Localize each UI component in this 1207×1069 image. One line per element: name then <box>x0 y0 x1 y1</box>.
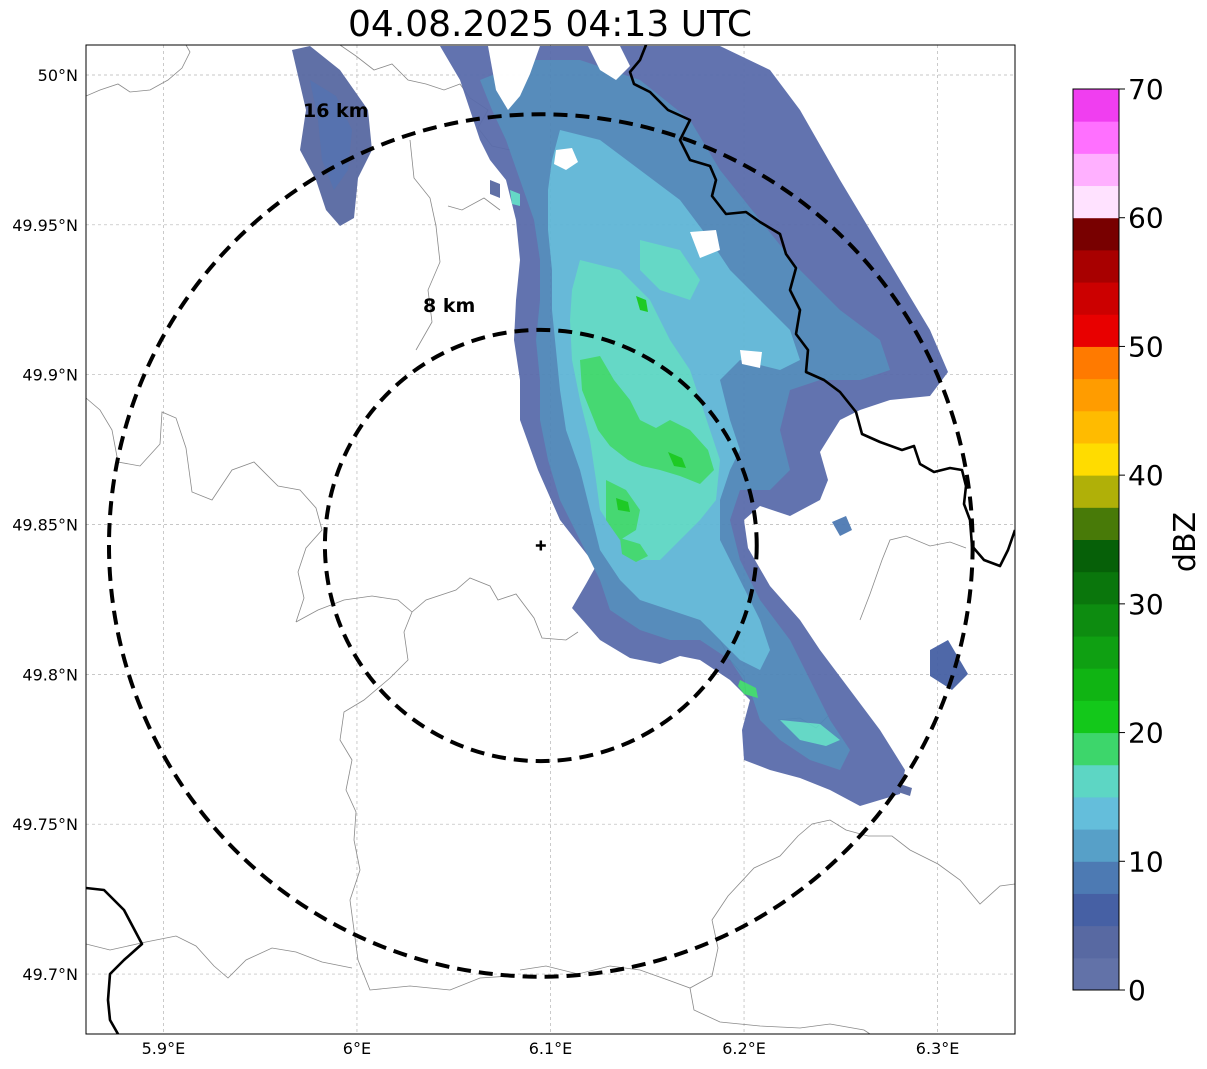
admin-boundary-line <box>86 45 191 97</box>
echo-cell <box>580 356 714 484</box>
echo-gap <box>740 350 762 368</box>
admin-boundary-line <box>519 819 1015 989</box>
colorbar-swatch <box>1073 861 1119 894</box>
map-frame <box>85 44 1016 1035</box>
echo-cell <box>640 240 700 300</box>
colorbar-swatch <box>1073 217 1119 251</box>
admin-boundary-line <box>295 577 579 641</box>
colorbar-tick-label: 40 <box>1128 459 1164 492</box>
admin-boundary-line <box>409 139 441 351</box>
colorbar-swatch <box>1073 475 1119 508</box>
colorbar-tick-label: 10 <box>1128 845 1164 878</box>
lat-tick-label: 50°N <box>38 66 78 85</box>
range-ring <box>106 112 975 979</box>
colorbar-swatch <box>1073 893 1119 927</box>
echo-cell <box>780 720 840 746</box>
border-line <box>86 886 144 1034</box>
map-panel: 16 km 8 km 5.9°E 6°E 6.1°E 6.2°E 6.3°E 49.7°… <box>12 44 1016 1058</box>
admin-boundary-line <box>339 611 511 991</box>
colorbar-tick-labels: 0 10 20 30 40 50 60 70 <box>1119 73 1164 1007</box>
range-ring <box>322 327 759 764</box>
lat-tick-label: 49.9°N <box>22 366 78 385</box>
colorbar-tick-label: 30 <box>1128 588 1164 621</box>
colorbar-swatch <box>1073 185 1119 219</box>
colorbar-swatch <box>1073 282 1119 315</box>
colorbar-swatch <box>1073 829 1119 862</box>
lon-tick-label: 6°E <box>343 1039 371 1058</box>
colorbar-swatch <box>1073 249 1119 283</box>
echo-cell <box>668 452 686 468</box>
colorbar-swatch <box>1073 442 1119 476</box>
lat-tick-label: 49.85°N <box>12 516 78 535</box>
echo-gap <box>488 46 540 110</box>
colorbar-swatch <box>1073 410 1119 444</box>
admin-boundary-line <box>86 935 353 979</box>
echo-cell <box>930 640 968 690</box>
lat-tick-label: 49.75°N <box>12 815 78 834</box>
lat-tick-label: 49.7°N <box>22 965 78 984</box>
colorbar-swatch <box>1073 314 1119 347</box>
lat-tick-label: 49.95°N <box>12 216 78 235</box>
colorbar: 0 10 20 30 40 50 60 70 dBZ <box>1072 73 1203 1007</box>
admin-boundary-line <box>859 535 967 621</box>
admin-boundary-line <box>447 197 501 211</box>
latitude-tick-labels: 49.7°N 49.75°N 49.8°N 49.85°N 49.9°N 49.95°N 5… <box>12 66 78 984</box>
colorbar-swatch <box>1073 507 1119 540</box>
colorbar-tick-label: 60 <box>1128 202 1164 235</box>
colorbar-swatch <box>1073 668 1119 701</box>
echo-cell <box>898 784 912 796</box>
echo-cell <box>510 190 520 206</box>
lon-tick-label: 6.2°E <box>722 1039 766 1058</box>
colorbar-swatch <box>1073 925 1119 959</box>
national-borders <box>86 45 1015 1034</box>
colorbar-tick-label: 20 <box>1128 717 1164 750</box>
colorbar-tick-label: 70 <box>1128 73 1164 106</box>
colorbar-swatch <box>1073 603 1119 637</box>
ring-label-16km: 16 km <box>303 100 369 122</box>
colorbar-tick-label: 0 <box>1128 974 1146 1007</box>
lon-tick-label: 5.9°E <box>142 1039 186 1058</box>
range-rings <box>106 112 975 979</box>
colorbar-swatch <box>1073 700 1119 734</box>
colorbar-swatch <box>1073 89 1119 122</box>
lon-tick-label: 6.3°E <box>916 1039 960 1058</box>
longitude-tick-labels: 5.9°E 6°E 6.1°E 6.2°E 6.3°E <box>142 1039 960 1058</box>
colorbar-swatch <box>1073 957 1119 991</box>
echo-gap <box>690 230 720 258</box>
colorbar-swatch <box>1073 378 1119 412</box>
map-title: 04.08.2025 04:13 UTC <box>348 4 752 45</box>
echo-gap <box>588 46 630 80</box>
colorbar-swatch <box>1073 636 1119 669</box>
echo-cell <box>490 180 500 198</box>
admin-boundary-line <box>689 987 871 1034</box>
border-line <box>628 45 1015 568</box>
lon-tick-label: 6.1°E <box>529 1039 573 1058</box>
colorbar-swatch <box>1073 121 1119 154</box>
admin-boundaries <box>86 45 1015 1034</box>
colorbar-swatch <box>1073 539 1119 573</box>
echo-gap <box>554 148 578 170</box>
colorbar-swatch <box>1073 346 1119 380</box>
radar-site-marker <box>535 540 546 551</box>
colorbar-frame <box>1072 88 1120 991</box>
echo-cell <box>636 296 648 312</box>
echo-cell <box>738 680 758 698</box>
lat-tick-label: 49.8°N <box>22 665 78 684</box>
admin-boundary-line <box>86 397 323 623</box>
reflectivity-echo-field <box>292 46 968 806</box>
colorbar-tick-label: 50 <box>1128 330 1164 363</box>
colorbar-label: dBZ <box>1168 512 1203 572</box>
colorbar-swatches <box>1073 89 1119 991</box>
colorbar-swatch <box>1073 571 1119 605</box>
colorbar-swatch <box>1073 153 1119 187</box>
echo-cell <box>616 498 630 512</box>
echo-cell <box>832 516 852 536</box>
echo-cell <box>620 538 648 562</box>
colorbar-swatch <box>1073 732 1119 766</box>
ring-label-8km: 8 km <box>423 295 475 317</box>
colorbar-swatch <box>1073 796 1119 830</box>
colorbar-swatch <box>1073 764 1119 798</box>
